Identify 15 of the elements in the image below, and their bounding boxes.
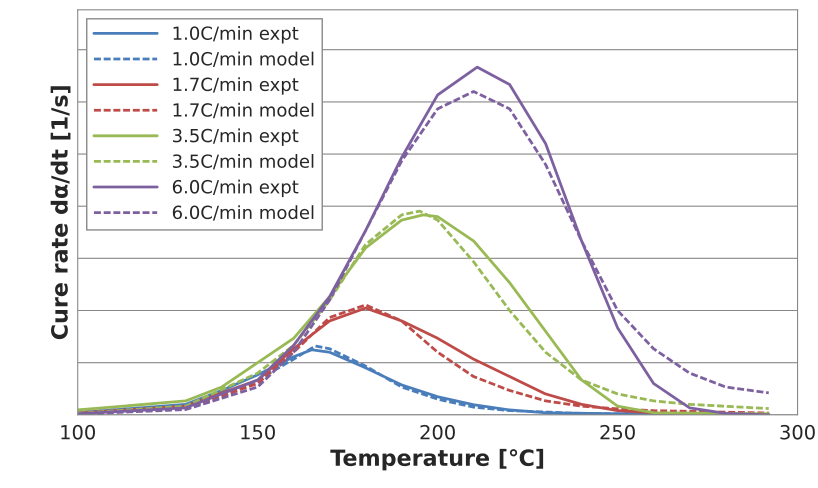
x-tick-label: 250 (600, 424, 635, 440)
y-axis-title: Cure rate dα/dt [1/s] (50, 86, 70, 340)
x-tick-label: 200 (420, 424, 455, 440)
legend-label: 6.0C/min expt (172, 180, 298, 198)
legend-label: 6.0C/min model (172, 205, 314, 221)
x-tick-label: 150 (241, 424, 275, 440)
x-tick-label: 300 (780, 424, 815, 440)
legend-label: 1.0C/min model (174, 52, 314, 68)
legend-label: 3.5C/min model (172, 154, 314, 170)
x-tick-label: 100 (61, 424, 95, 440)
legend-label: 1.0C/min expt (174, 26, 298, 44)
legend-label: 1.7C/min model (174, 102, 314, 118)
x-axis-title: Temperature [℃] (330, 448, 544, 470)
legend-label: 1.7C/min expt (174, 77, 298, 95)
legend-label: 3.5C/min expt (172, 128, 298, 146)
